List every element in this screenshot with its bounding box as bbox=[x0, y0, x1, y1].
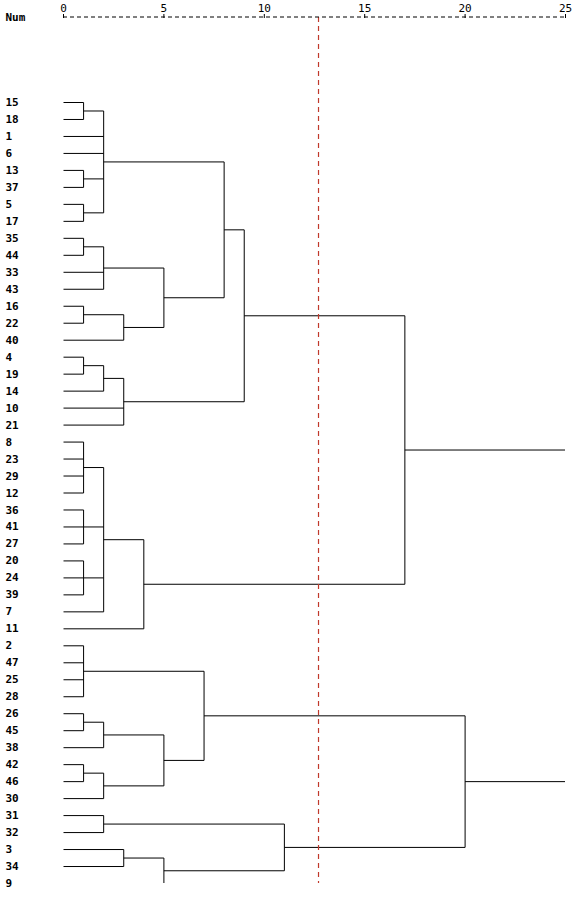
svg-text:24: 24 bbox=[6, 571, 20, 584]
svg-text:25: 25 bbox=[559, 2, 572, 15]
svg-text:19: 19 bbox=[6, 368, 19, 381]
svg-text:2: 2 bbox=[6, 639, 13, 652]
svg-text:1: 1 bbox=[6, 130, 13, 143]
svg-text:14: 14 bbox=[6, 385, 20, 398]
svg-text:41: 41 bbox=[6, 520, 20, 533]
svg-text:46: 46 bbox=[6, 775, 20, 788]
svg-text:27: 27 bbox=[6, 537, 19, 550]
svg-text:8: 8 bbox=[6, 436, 13, 449]
svg-text:9: 9 bbox=[6, 877, 13, 890]
svg-text:23: 23 bbox=[6, 453, 19, 466]
svg-text:18: 18 bbox=[6, 113, 19, 126]
svg-text:28: 28 bbox=[6, 690, 19, 703]
svg-text:45: 45 bbox=[6, 724, 19, 737]
svg-text:15: 15 bbox=[358, 2, 371, 15]
svg-text:11: 11 bbox=[6, 622, 20, 635]
svg-text:5: 5 bbox=[161, 2, 168, 15]
svg-text:22: 22 bbox=[6, 317, 19, 330]
svg-text:36: 36 bbox=[6, 503, 20, 516]
svg-text:25: 25 bbox=[6, 673, 19, 686]
svg-text:16: 16 bbox=[6, 300, 20, 313]
svg-text:Num: Num bbox=[6, 11, 26, 24]
svg-text:3: 3 bbox=[6, 843, 13, 856]
svg-text:34: 34 bbox=[6, 860, 20, 873]
svg-text:26: 26 bbox=[6, 707, 20, 720]
svg-text:44: 44 bbox=[6, 249, 20, 262]
svg-text:38: 38 bbox=[6, 741, 19, 754]
svg-text:35: 35 bbox=[6, 232, 19, 245]
svg-text:5: 5 bbox=[6, 198, 13, 211]
svg-text:30: 30 bbox=[6, 792, 19, 805]
svg-text:21: 21 bbox=[6, 419, 20, 432]
svg-text:31: 31 bbox=[6, 809, 20, 822]
svg-text:12: 12 bbox=[6, 487, 19, 500]
svg-text:39: 39 bbox=[6, 588, 19, 601]
svg-text:10: 10 bbox=[258, 2, 271, 15]
svg-text:17: 17 bbox=[6, 215, 19, 228]
svg-text:10: 10 bbox=[6, 402, 19, 415]
svg-text:15: 15 bbox=[6, 96, 19, 109]
svg-text:40: 40 bbox=[6, 334, 19, 347]
svg-text:43: 43 bbox=[6, 283, 19, 296]
svg-text:37: 37 bbox=[6, 181, 19, 194]
svg-text:7: 7 bbox=[6, 605, 13, 618]
svg-text:33: 33 bbox=[6, 266, 19, 279]
svg-text:6: 6 bbox=[6, 147, 13, 160]
svg-text:0: 0 bbox=[60, 2, 67, 15]
svg-text:13: 13 bbox=[6, 164, 19, 177]
svg-text:29: 29 bbox=[6, 470, 19, 483]
svg-text:42: 42 bbox=[6, 758, 19, 771]
svg-text:20: 20 bbox=[458, 2, 471, 15]
svg-text:20: 20 bbox=[6, 554, 19, 567]
svg-text:47: 47 bbox=[6, 656, 19, 669]
svg-text:4: 4 bbox=[6, 351, 13, 364]
svg-text:32: 32 bbox=[6, 826, 19, 839]
